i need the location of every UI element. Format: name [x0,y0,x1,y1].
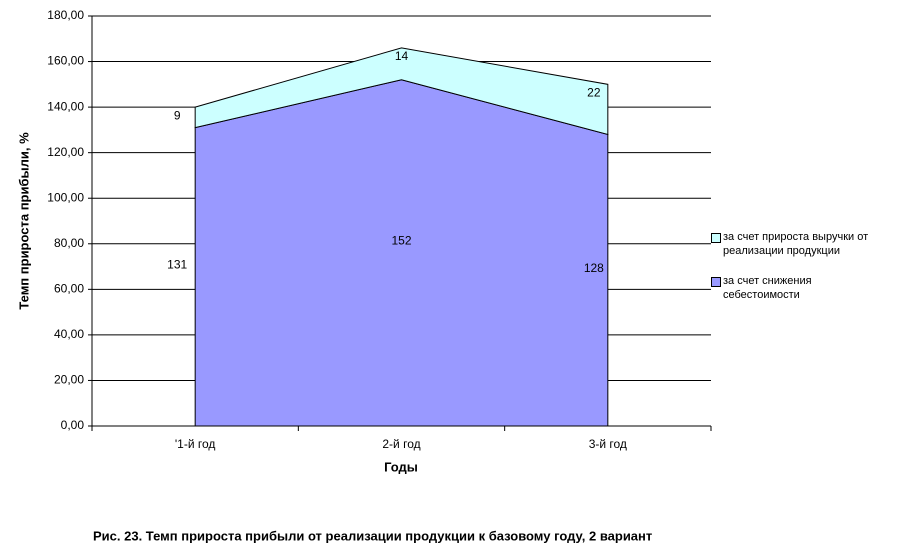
x-axis-title: Годы [384,459,418,474]
y-tick-label: 20,00 [54,373,84,387]
area [194,47,609,136]
data-label: 14 [395,49,409,63]
x-tick-label: '1-й год [175,437,216,451]
x-tick-label: 3-й год [589,437,627,451]
area [194,79,609,427]
legend-item: за счет снижения себестоимости [711,274,891,302]
y-axis-title: Темп прироста прибыли, % [16,132,31,310]
y-tick-label: 60,00 [54,282,84,296]
legend-label: за счет прироста выручки от реализации п… [723,231,869,257]
data-label: 22 [587,86,601,100]
y-tick-label: 0,00 [61,418,85,432]
data-label: 9 [174,108,181,122]
y-tick-label: 180,00 [47,8,84,22]
legend-label: за счет снижения себестоимости [723,275,812,301]
legend-swatch [711,277,721,287]
data-label: 152 [391,234,411,248]
legend-item: за счет прироста выручки от реализации п… [711,230,891,258]
y-tick-label: 120,00 [47,145,84,159]
legend-swatch [711,233,721,243]
y-tick-label: 160,00 [47,54,84,68]
y-tick-label: 40,00 [54,327,84,341]
data-label: 131 [167,258,187,272]
chart-title: Рис. 23. Темп прироста прибыли от реализ… [93,528,652,543]
y-tick-label: 80,00 [54,236,84,250]
y-tick-label: 140,00 [47,99,84,113]
x-tick-label: 2-й год [382,437,420,451]
data-label: 128 [584,261,604,275]
y-tick-label: 100,00 [47,190,84,204]
